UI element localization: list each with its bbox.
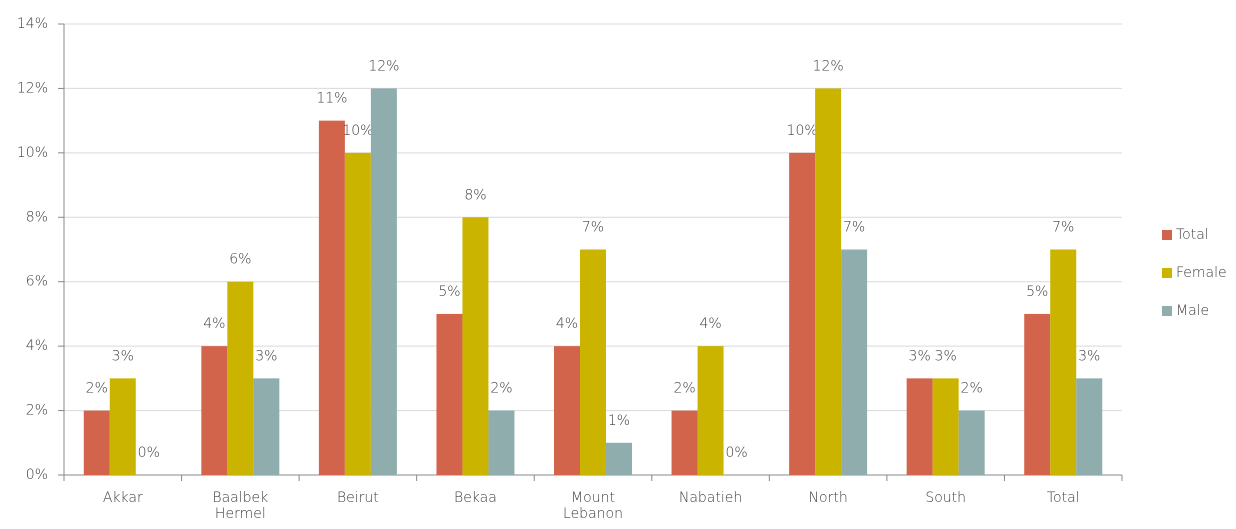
x-tick-label: Bekaa — [454, 490, 497, 506]
legend-label: Total — [1176, 227, 1209, 243]
bar — [606, 442, 632, 475]
data-label: 7% — [843, 220, 865, 236]
data-label: 3% — [255, 348, 277, 364]
data-label: 10% — [342, 123, 373, 139]
data-label: 6% — [229, 252, 251, 268]
data-label: 3% — [935, 348, 957, 364]
data-label: 8% — [464, 187, 486, 203]
legend-swatch — [1162, 268, 1172, 278]
data-label: 2% — [673, 381, 695, 397]
data-label: 0% — [725, 445, 747, 461]
data-label: 2% — [961, 381, 983, 397]
data-label: 12% — [368, 58, 399, 74]
legend-swatch — [1162, 230, 1172, 240]
y-tick-label: 8% — [26, 209, 48, 225]
bar — [789, 152, 816, 475]
data-label: 2% — [86, 381, 108, 397]
x-tick-label: Baalbek Hermel — [212, 490, 269, 522]
bar — [227, 281, 254, 475]
y-tick-label: 14% — [17, 16, 48, 32]
bar — [554, 346, 580, 475]
data-label: 2% — [490, 381, 512, 397]
y-tick-label: 4% — [26, 338, 48, 354]
data-label: 3% — [909, 348, 931, 364]
bar — [906, 378, 933, 475]
bar — [1024, 313, 1051, 475]
bar — [841, 249, 868, 475]
data-label: 4% — [699, 316, 721, 332]
bar — [1050, 249, 1077, 475]
bar — [83, 410, 110, 475]
data-label: 3% — [1078, 348, 1100, 364]
bar — [488, 410, 515, 475]
y-tick-label: 10% — [17, 145, 48, 161]
data-label: 12% — [813, 58, 844, 74]
legend-label: Male — [1176, 303, 1209, 319]
legend-label: Female — [1176, 265, 1227, 281]
data-label: 7% — [582, 220, 604, 236]
bar — [697, 346, 724, 475]
bar — [932, 378, 959, 475]
data-label: 1% — [608, 413, 630, 429]
bar — [344, 152, 371, 475]
data-label: 11% — [316, 91, 347, 107]
bar — [462, 217, 489, 476]
bar — [580, 249, 606, 475]
x-tick-label: Total — [1046, 490, 1080, 506]
y-tick-label: 2% — [26, 403, 48, 419]
data-label: 7% — [1052, 220, 1074, 236]
data-label: 0% — [138, 445, 160, 461]
x-tick-label: Akkar — [102, 490, 143, 506]
y-tick-label: 6% — [26, 274, 48, 290]
y-tick-label: 12% — [17, 80, 48, 96]
data-label: 10% — [787, 123, 818, 139]
y-tick-label: 0% — [26, 467, 48, 483]
bar — [370, 88, 397, 475]
bar — [318, 120, 345, 476]
bar — [958, 410, 985, 475]
bar — [109, 378, 136, 475]
bar — [253, 378, 280, 475]
x-tick-label: Beirut — [336, 490, 379, 506]
bar — [1076, 378, 1103, 475]
x-tick-label: Nabatieh — [678, 490, 743, 506]
data-label: 4% — [556, 316, 578, 332]
bar — [815, 88, 842, 475]
bar — [201, 346, 228, 475]
bar — [436, 313, 463, 475]
data-label: 4% — [203, 316, 225, 332]
x-tick-label: South — [925, 490, 966, 506]
bar — [671, 410, 698, 475]
data-label: 3% — [112, 348, 134, 364]
data-label: 5% — [1026, 284, 1048, 300]
x-tick-label: North — [808, 490, 848, 506]
x-tick-label: Mount Lebanon — [563, 490, 623, 522]
data-label: 5% — [438, 284, 460, 300]
legend-swatch — [1162, 306, 1172, 316]
